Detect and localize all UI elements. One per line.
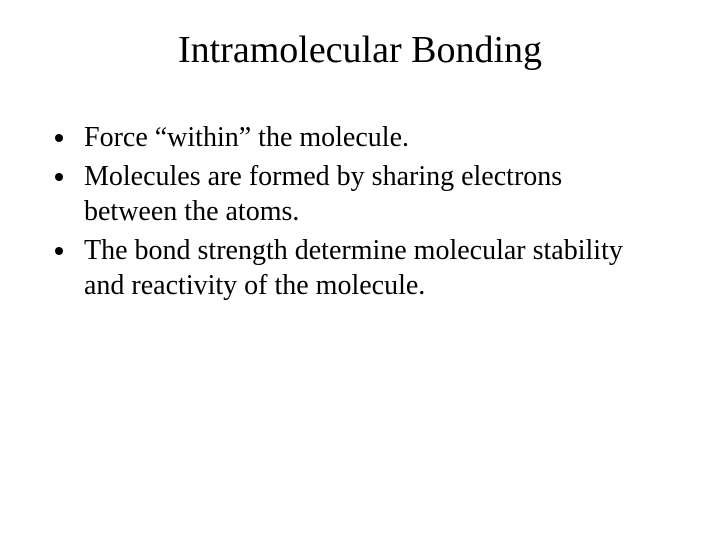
list-item: Molecules are formed by sharing electron… bbox=[78, 159, 660, 229]
list-item: Force “within” the molecule. bbox=[78, 120, 660, 155]
slide-title: Intramolecular Bonding bbox=[0, 28, 720, 72]
list-item: The bond strength determine molecular st… bbox=[78, 233, 660, 303]
bullet-list: Force “within” the molecule. Molecules a… bbox=[0, 120, 720, 303]
slide: Intramolecular Bonding Force “within” th… bbox=[0, 0, 720, 540]
